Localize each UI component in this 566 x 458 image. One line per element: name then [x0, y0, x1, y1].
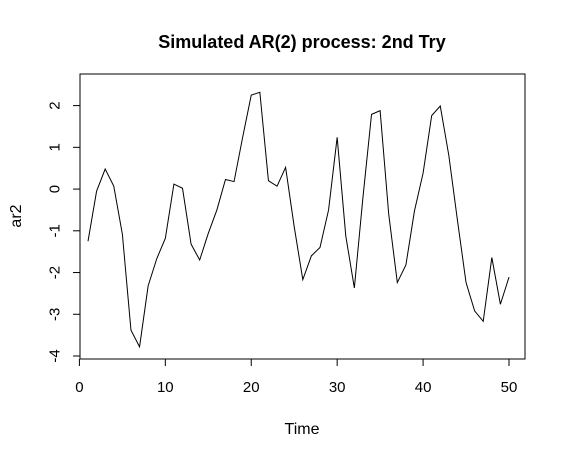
y-tick-label: -2	[46, 266, 63, 279]
plot-border	[79, 73, 526, 360]
y-axis: -4 -3 -2 -1 0 1 2	[46, 101, 81, 363]
x-tick-label: 0	[75, 379, 83, 396]
x-axis-label: Time	[285, 421, 320, 438]
y-tick-label: -1	[46, 224, 63, 237]
y-tick-label: -3	[46, 308, 63, 321]
x-tick-label: 10	[157, 379, 174, 396]
x-axis: 0 10 20 30 40 50	[75, 358, 518, 396]
x-tick-label: 40	[415, 379, 432, 396]
x-tick-label: 20	[243, 379, 260, 396]
y-tick-label: 1	[46, 143, 63, 151]
x-tick-label: 30	[329, 379, 346, 396]
series-line	[87, 91, 510, 349]
chart-title: Simulated AR(2) process: 2nd Try	[158, 32, 445, 52]
y-tick-label: 2	[46, 101, 63, 109]
y-axis-label: ar2	[8, 204, 25, 227]
x-tick-label: 50	[501, 379, 518, 396]
y-tick-label: -4	[46, 349, 63, 362]
y-tick-label: 0	[46, 185, 63, 193]
